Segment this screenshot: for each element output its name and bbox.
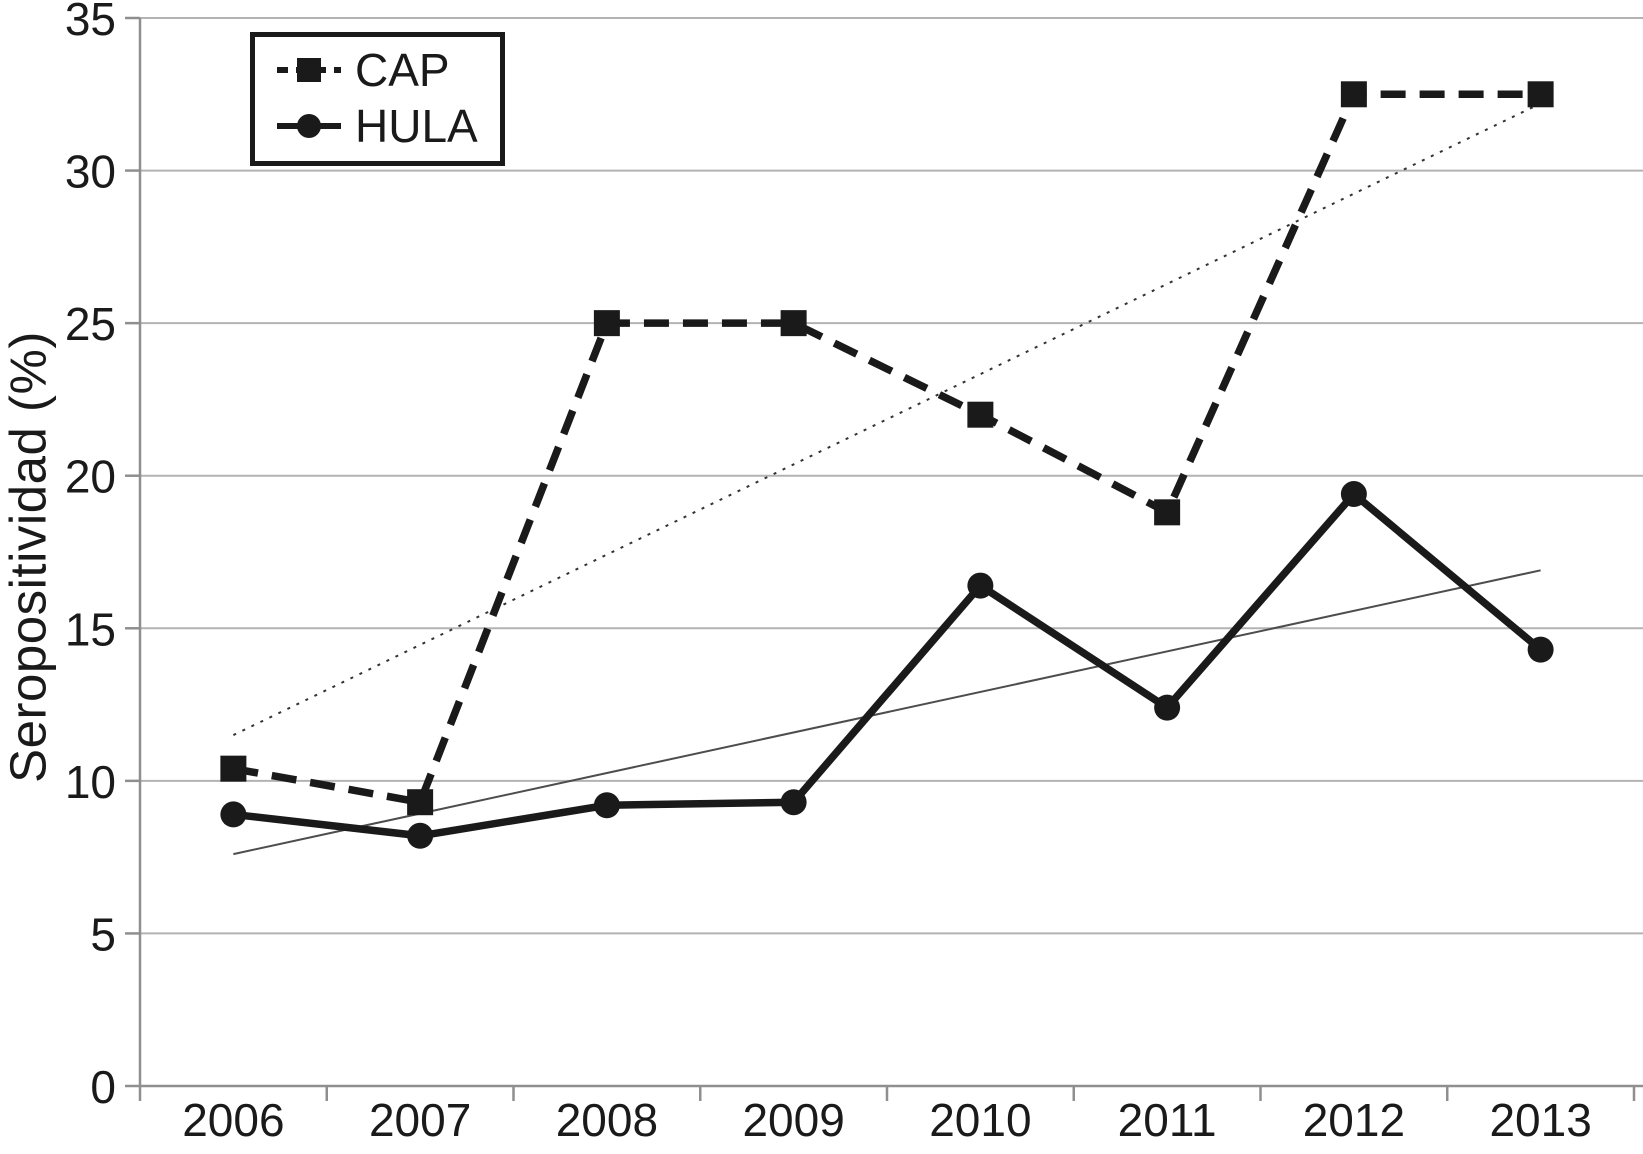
y-tick-label-0: 0: [90, 1061, 116, 1113]
data-point-cap-2012: [1340, 81, 1367, 108]
gridlines: [140, 17, 1643, 935]
cap-dashed-square-swatch-icon: [277, 58, 341, 82]
y-tick-labels: 0 5 10 15 20 25 30 35: [65, 0, 116, 1113]
data-point-hula-2007: [407, 822, 434, 849]
x-tick-label-2011: 2011: [1118, 1094, 1217, 1146]
trendline-hula: [233, 569, 1541, 856]
legend: CAP HULA: [250, 32, 505, 166]
data-point-cap-2010: [967, 401, 994, 428]
legend-label-cap: CAP: [355, 44, 450, 96]
data-point-hula-2013: [1527, 636, 1554, 663]
data-point-cap-2011: [1154, 499, 1181, 526]
axes: [125, 16, 1643, 1101]
data-point-cap-2007: [407, 789, 434, 816]
y-tick-label-15: 15: [65, 603, 116, 655]
x-tick-label-2012: 2012: [1303, 1094, 1405, 1146]
y-tick-label-30: 30: [65, 146, 116, 198]
legend-item-hula: HULA: [277, 99, 478, 153]
data-point-cap-2009: [780, 310, 807, 337]
x-tick-label-2009: 2009: [742, 1094, 844, 1146]
legend-item-cap: CAP: [277, 43, 478, 97]
data-point-cap-2008: [593, 310, 620, 337]
y-tick-label-25: 25: [65, 298, 116, 350]
data-point-cap-2006: [220, 755, 247, 782]
hula-solid-circle-swatch-icon: [277, 114, 341, 138]
data-point-hula-2012: [1340, 481, 1367, 508]
data-point-hula-2009: [780, 789, 807, 816]
y-axis-title: Seropositividad (%): [0, 331, 57, 783]
data-point-hula-2011: [1154, 694, 1181, 721]
legend-label-hula: HULA: [355, 100, 478, 152]
y-tick-label-10: 10: [65, 756, 116, 808]
x-tick-labels: 2006 2007 2008 2009 2010 2011 2012 2013: [182, 1094, 1592, 1146]
data-point-cap-2013: [1527, 81, 1554, 108]
y-tick-label-5: 5: [90, 908, 116, 960]
x-tick-label-2008: 2008: [556, 1094, 658, 1146]
series-hula: [220, 481, 1554, 849]
x-tick-label-2007: 2007: [369, 1094, 471, 1146]
trendlines: [232, 102, 1542, 856]
x-tick-label-2006: 2006: [182, 1094, 284, 1146]
y-tick-label-35: 35: [65, 0, 116, 45]
data-point-hula-2006: [220, 801, 247, 828]
data-point-hula-2010: [967, 572, 994, 599]
series-cap: [220, 81, 1554, 816]
trendline-cap: [232, 102, 1542, 736]
y-tick-label-20: 20: [65, 451, 116, 503]
data-point-hula-2008: [593, 792, 620, 819]
x-tick-label-2013: 2013: [1489, 1094, 1591, 1146]
x-tick-label-2010: 2010: [929, 1094, 1031, 1146]
